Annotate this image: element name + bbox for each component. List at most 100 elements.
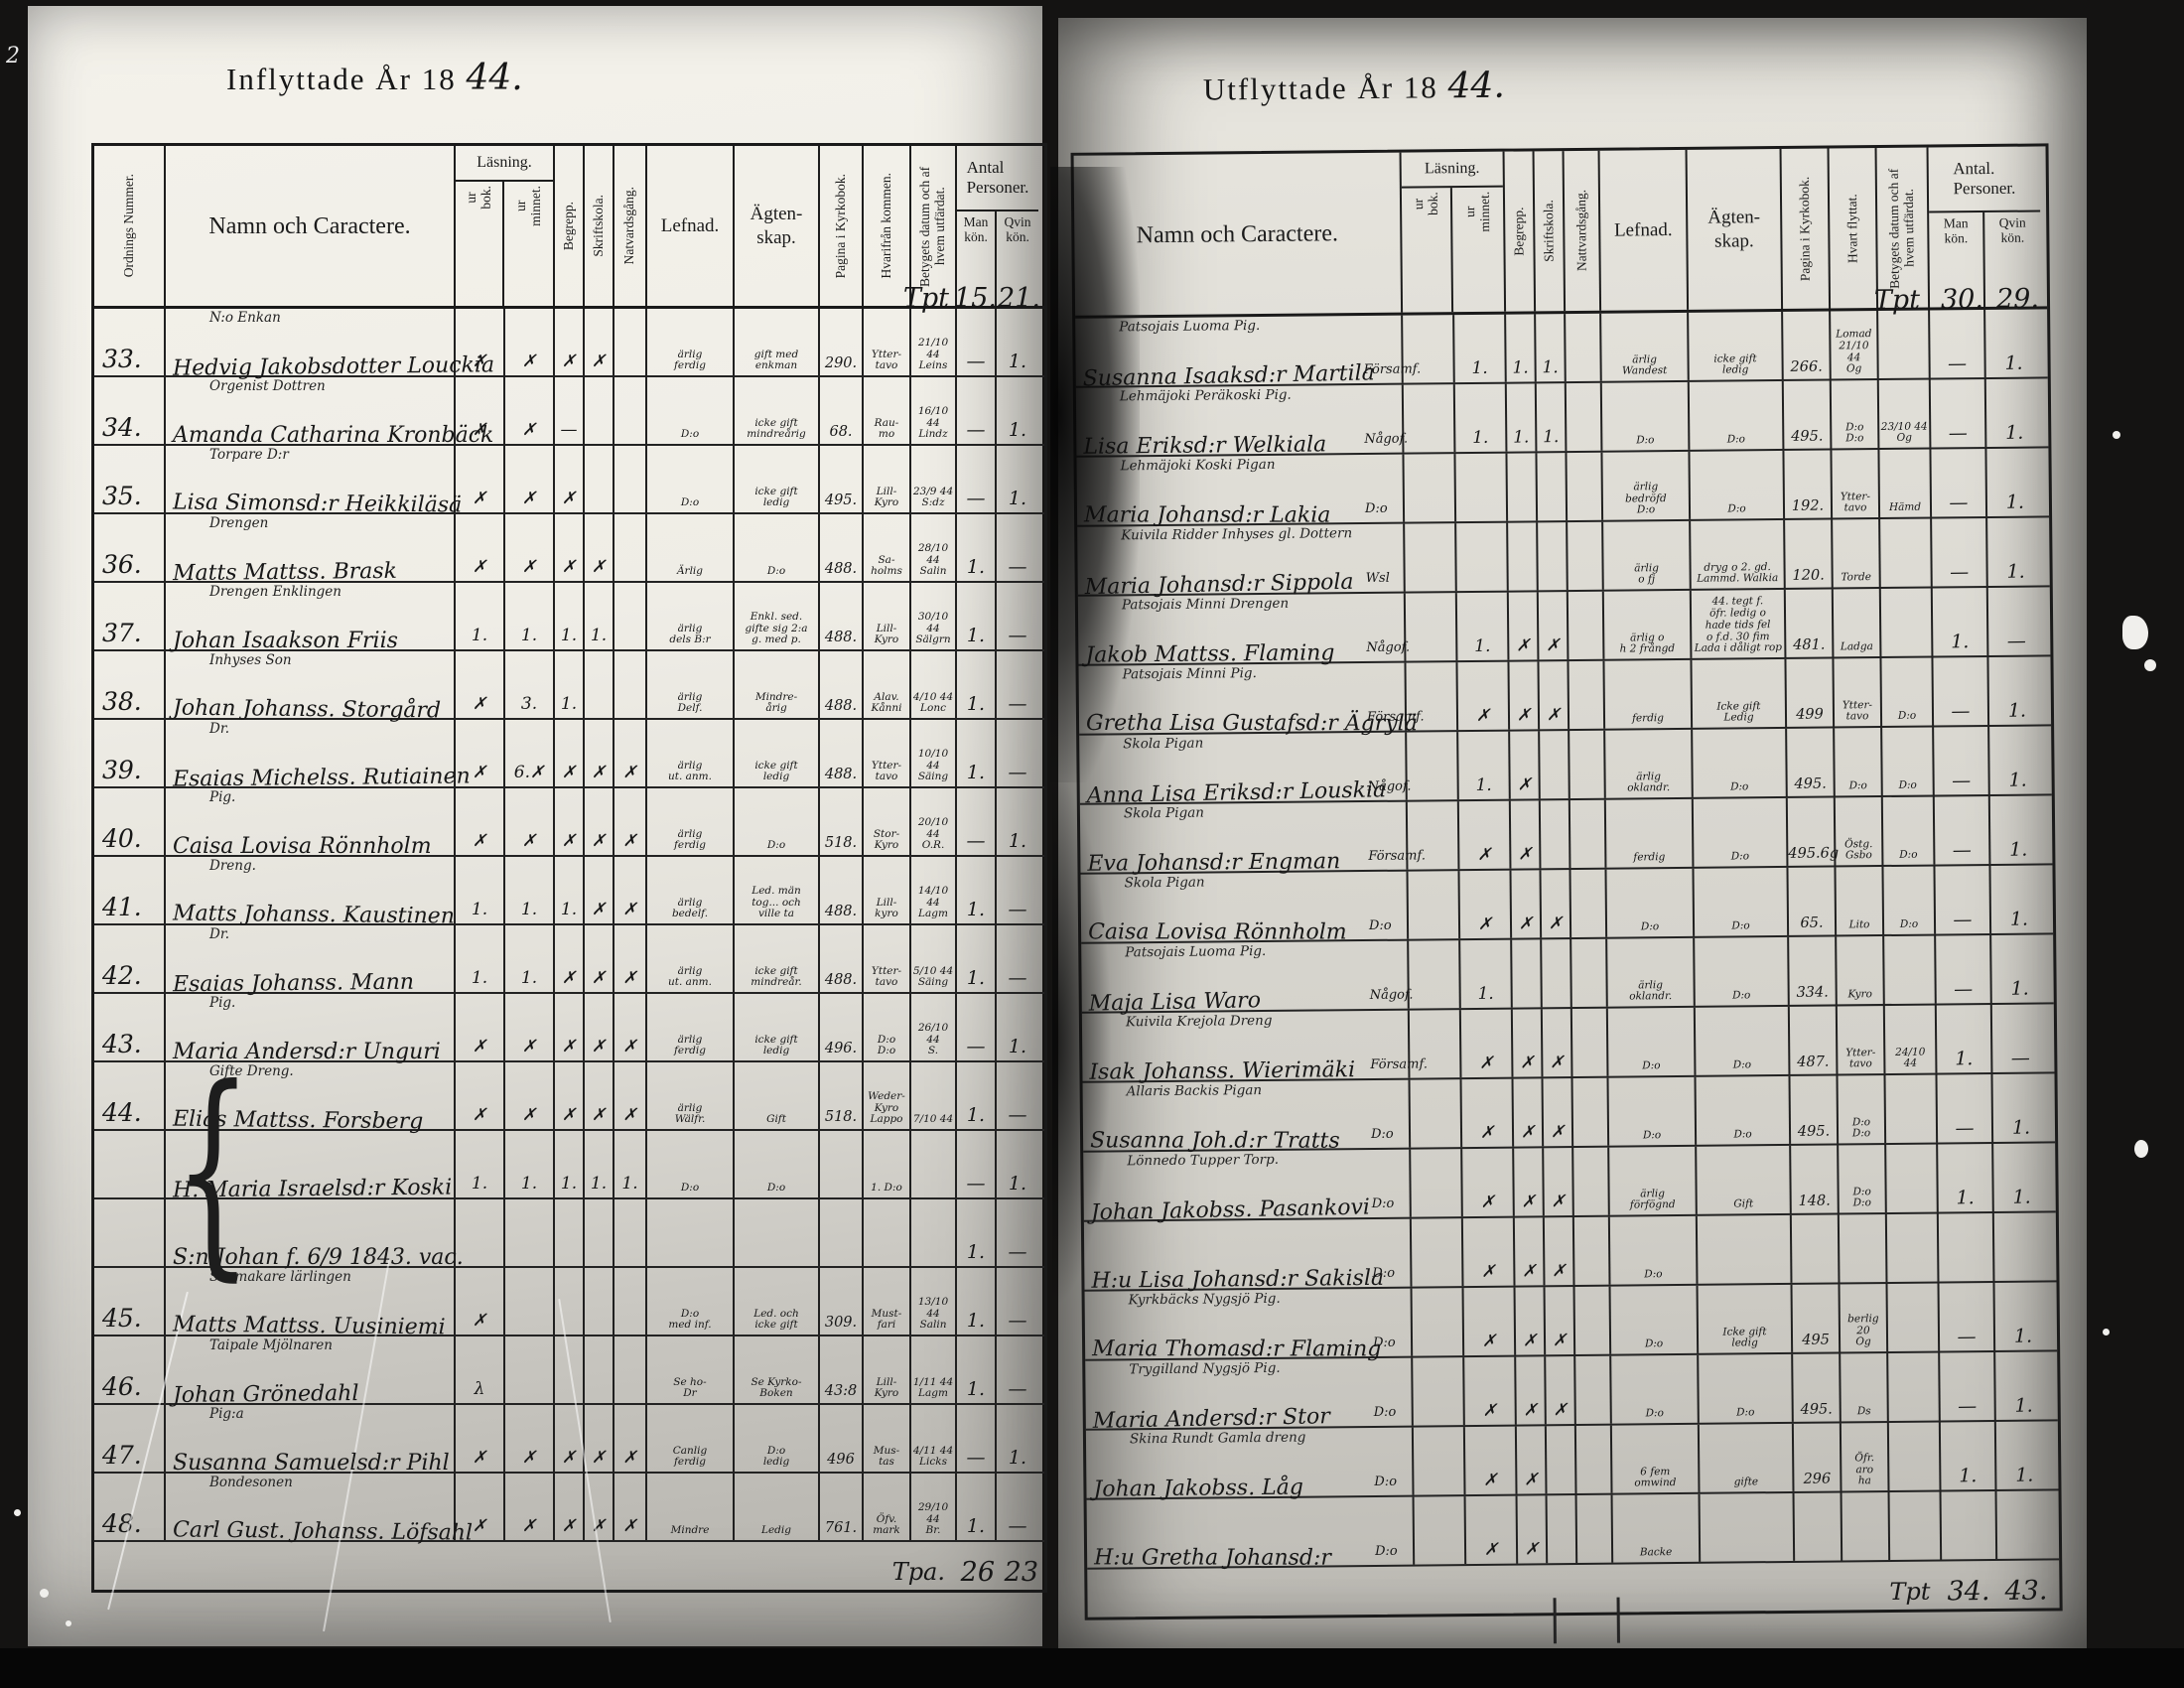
man-count: —: [1955, 1117, 1975, 1140]
cell-mark: D:o: [1375, 1496, 1467, 1565]
row-name: Hedvig Jakobsdotter Louckia: [172, 352, 495, 381]
cell-hvart-flyttat: [1839, 1213, 1888, 1283]
ledger-row: Patsojais Minni Pig. Gretha Lisa Gustafsd…: [1078, 656, 2052, 736]
cell-qvin-kon: —: [997, 583, 1038, 649]
cell-mark: ✗: [555, 309, 585, 375]
mark: ✗: [591, 831, 607, 851]
lefnad-text: ärlig o h 2 frångd: [1619, 631, 1676, 655]
cell-mark: Någof.: [1368, 732, 1459, 800]
cell-lefnad: 6 fem omwind: [1611, 1424, 1701, 1493]
lefnad-text: ärlig ut. anm.: [668, 964, 712, 989]
mark: ✗: [591, 1037, 607, 1056]
cell-mark: λ: [456, 1336, 505, 1403]
cell-man-kon: 1.: [957, 925, 997, 992]
cell-name: Skomakare lärlingen Matts Mattss. Uusinie…: [166, 1268, 456, 1339]
col-group-lasning: Läsning. ur bok. ur minnet.: [1401, 151, 1507, 313]
mark: 1.: [560, 900, 578, 919]
cell-qvin-kon: 1.: [997, 994, 1038, 1060]
mark: ✗: [622, 1037, 637, 1056]
pagina-number: 334.: [1796, 984, 1829, 1001]
row-name: Matts Mattss. Uusiniemi: [172, 1312, 446, 1340]
cell-agtenskap: Gift: [735, 1062, 820, 1129]
location-text: Ds: [1856, 1405, 1871, 1418]
cell-lefnad: ärlig ferdig: [647, 309, 735, 375]
cell-mark: [1566, 313, 1602, 382]
lefnad-text: 6 fem omwind: [1634, 1465, 1677, 1489]
col-ur-minnet: ur minnet.: [512, 186, 543, 226]
pagina-number: 43:8: [824, 1383, 858, 1399]
cell-qvin-kon: 1.: [1989, 726, 2046, 794]
cell-betyg: 23/9 44 S:dz: [911, 446, 957, 512]
cell-lefnad: D:o: [647, 377, 735, 444]
cell-qvin-kon: 1.: [1990, 865, 2047, 933]
cell-mark: ✗: [555, 720, 585, 786]
cell-man-kon: [1938, 1212, 1995, 1282]
cell-hvarifran-kommen: Sa- holms: [864, 514, 911, 581]
cell-mark: ✗: [505, 309, 555, 375]
row-number: 37.: [102, 619, 142, 647]
cell-mark: ✗: [505, 377, 555, 444]
cell-name: Patsojais Minni Pig. Gretha Lisa Gustafsd…: [1078, 662, 1418, 736]
cell-qvin-kon: 1.: [1996, 1421, 2053, 1489]
cell-ordnings-nummer: 45.: [94, 1268, 166, 1335]
cell-pagina: 296: [1793, 1423, 1843, 1491]
mark: 1.: [471, 968, 488, 988]
row-name: Maria Andersd:r Stor: [1092, 1404, 1330, 1434]
cell-pagina: 488.: [820, 514, 864, 581]
col-pagina: Pagina i Kyrkobok.: [1781, 148, 1832, 309]
betyg-text: 21/10 44 Leins: [917, 336, 949, 372]
cell-hvarifran-kommen: Mus- tas: [864, 1405, 911, 1472]
pagina-number: 488.: [824, 904, 858, 919]
cell-betyg: 14/10 44 Lagm: [911, 857, 957, 923]
pagina-number: 518.: [824, 835, 858, 851]
betyg-text: 7/10 44: [912, 1113, 954, 1126]
pagina-number: 496: [827, 1452, 855, 1468]
cell-qvin-kon: 1.: [997, 1131, 1038, 1197]
table-body-right: Patsojais Luoma Pig. Susanna Isaaksd:r Ma…: [1075, 309, 2060, 1571]
row-name: Esaias Johanss. Mann: [172, 969, 415, 998]
betyg-text: 20/10 44 O.R.: [917, 815, 949, 852]
antal-title: Antal Personer.: [957, 146, 1038, 211]
cell-mark: ✗: [614, 857, 647, 923]
cell-mark: D:o: [1369, 871, 1461, 939]
mark: ✗: [1550, 1122, 1566, 1143]
cell-name: Gifte Dreng. Elias Mattss. Forsberg: [166, 1062, 456, 1134]
cell-mark: ✗: [585, 514, 614, 581]
cell-qvin-kon: 1.: [997, 788, 1038, 855]
mark: ✗: [472, 1105, 487, 1125]
cell-mark: ✗: [614, 788, 647, 855]
qvin-count: 1.: [1008, 1036, 1027, 1057]
betyg-text: 16/10 44 Lindz: [917, 404, 949, 441]
cell-mark: ✗: [456, 446, 505, 512]
cell-mark: ✗: [585, 1405, 614, 1472]
destination-place: D:o: [1370, 1126, 1394, 1142]
cell-mark: ✗: [456, 788, 505, 855]
cell-agtenskap: icke gift ledig: [1689, 311, 1784, 380]
cell-lefnad: ärlig dels B:r: [647, 583, 735, 649]
cell-name: Patsojais Luoma Pig. Susanna Isaaksd:r Ma…: [1075, 315, 1404, 391]
lefnad-text: ärlig förfögnd: [1629, 1187, 1676, 1211]
row-note: Dr.: [209, 721, 230, 737]
total-man: 34.: [1947, 1576, 1990, 1608]
cell-mark: ✗: [614, 1405, 647, 1472]
cell-betyg: [911, 1131, 957, 1197]
cell-mark: [614, 446, 647, 512]
row-number: 35.: [102, 482, 142, 510]
row-number: 40.: [102, 824, 142, 853]
mark: ✗: [561, 1516, 577, 1536]
destination-place: D:o: [1372, 1265, 1396, 1281]
man-count: 1.: [966, 1515, 986, 1537]
qvin-count: 1.: [1008, 1447, 1027, 1469]
man-count: 1.: [966, 967, 986, 989]
row-note: Lehmäjoki Koski Pigan: [1120, 456, 1276, 475]
qvin-count: 1.: [1008, 1173, 1027, 1195]
qvin-count: 1.: [2008, 769, 2027, 791]
cell-mark: [614, 1268, 647, 1335]
mark: 1.: [520, 900, 538, 919]
cell-mark: [555, 1199, 585, 1266]
cell-betyg: [1878, 310, 1931, 379]
pagina-number: 148.: [1798, 1193, 1831, 1209]
scan-speckle: [2103, 1329, 2110, 1336]
row-name: Matts Johanss. Kaustinen: [172, 901, 456, 929]
lasning-title: Läsning.: [456, 146, 553, 182]
